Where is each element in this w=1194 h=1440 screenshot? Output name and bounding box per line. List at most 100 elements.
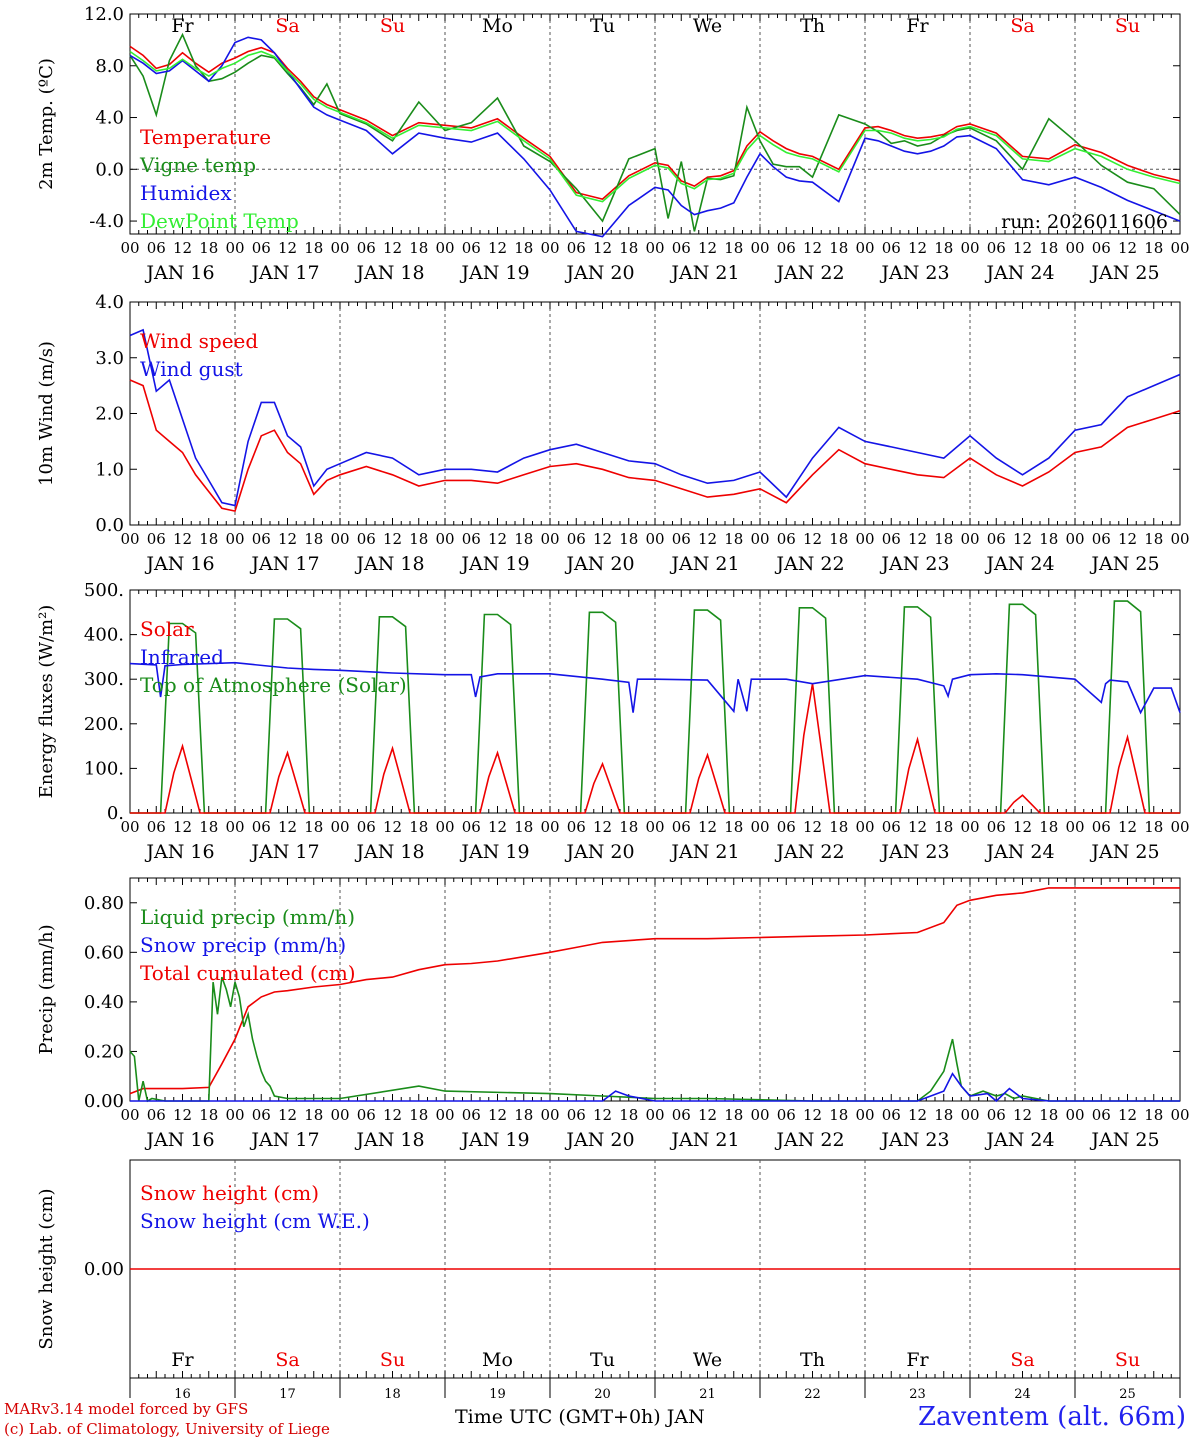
y-tick-label: 0.20 [84, 1041, 124, 1062]
hour-tick-label: 18 [514, 239, 533, 257]
hour-tick-label: 12 [383, 1106, 402, 1124]
date-label: JAN 25 [1089, 262, 1159, 284]
hour-tick-label: 06 [252, 239, 271, 257]
hour-tick-label: 12 [1118, 818, 1137, 836]
date-label: JAN 16 [144, 841, 214, 863]
date-label: JAN 20 [564, 553, 634, 575]
hour-tick-label: 18 [199, 818, 218, 836]
legend-entry: Liquid precip (mm/h) [140, 905, 355, 929]
hour-tick-label: 12 [803, 1106, 822, 1124]
hour-tick-label: 00 [855, 1106, 874, 1124]
weekday-label: Tu [590, 15, 615, 37]
hour-tick-label: 06 [987, 239, 1006, 257]
hour-tick-label: 06 [252, 818, 271, 836]
hour-tick-label: 18 [619, 1106, 638, 1124]
date-label: JAN 17 [249, 262, 319, 284]
legend-entry: Wind gust [140, 357, 243, 381]
hour-tick-label: 06 [882, 818, 901, 836]
y-axis-label: Precip (mm/h) [36, 924, 57, 1054]
y-tick-label: 0. [107, 803, 124, 824]
hour-tick-label: 00 [1065, 1106, 1084, 1124]
y-tick-label: 300. [84, 669, 124, 690]
date-label: JAN 22 [774, 1129, 844, 1151]
weekday-label: Sa [275, 15, 299, 37]
date-label: JAN 23 [879, 841, 949, 863]
date-label: JAN 19 [459, 262, 529, 284]
date-label: JAN 17 [249, 841, 319, 863]
hour-tick-label: 18 [304, 1106, 323, 1124]
y-tick-label: 8.0 [95, 56, 124, 77]
hour-tick-label: 06 [357, 530, 376, 548]
hour-tick-label: 00 [855, 530, 874, 548]
y-tick-label: 12.0 [84, 4, 124, 25]
y-tick-label: 100. [84, 758, 124, 779]
hour-tick-label: 12 [1013, 239, 1032, 257]
hour-tick-label: 06 [567, 239, 586, 257]
model-credit: MARv3.14 model forced by GFS [4, 1400, 249, 1418]
day-number-label: 22 [804, 1387, 821, 1402]
hour-tick-label: 00 [225, 239, 244, 257]
hour-tick-label: 18 [1039, 1106, 1058, 1124]
panel-temperature [129, 13, 1181, 238]
hour-tick-label: 12 [383, 239, 402, 257]
weekday-label: We [693, 15, 722, 37]
y-tick-label: 0.0 [95, 515, 124, 536]
hour-tick-label: 18 [304, 530, 323, 548]
hour-tick-label: 06 [1092, 818, 1111, 836]
hour-tick-label: 12 [803, 530, 822, 548]
hour-tick-label: 12 [173, 818, 192, 836]
hour-tick-label: 00 [645, 530, 664, 548]
series-wind-speed [129, 379, 1181, 513]
hour-tick-label: 00 [435, 239, 454, 257]
hour-tick-label: 06 [672, 818, 691, 836]
hour-tick-label: 12 [698, 818, 717, 836]
hour-tick-label: 18 [409, 818, 428, 836]
hour-tick-label: 18 [934, 818, 953, 836]
hour-tick-label: 00 [435, 1106, 454, 1124]
legend-entry: Wind speed [140, 329, 258, 353]
hour-tick-label: 18 [409, 239, 428, 257]
hour-tick-label: 12 [908, 239, 927, 257]
date-label: JAN 16 [144, 262, 214, 284]
series-infrared [129, 661, 1181, 715]
hour-tick-label: 06 [147, 1106, 166, 1124]
hour-tick-label: 06 [987, 818, 1006, 836]
hour-tick-label: 18 [829, 239, 848, 257]
panel-frame [129, 589, 1181, 814]
hour-tick-label: 18 [304, 239, 323, 257]
hour-tick-label: 06 [777, 530, 796, 548]
hour-tick-label: 18 [409, 1106, 428, 1124]
date-label: JAN 25 [1089, 1129, 1159, 1151]
hour-tick-label: 06 [567, 1106, 586, 1124]
hour-tick-label: 00 [855, 239, 874, 257]
hour-tick-label: 06 [567, 530, 586, 548]
hour-tick-label: 00 [1065, 818, 1084, 836]
date-label: JAN 20 [564, 841, 634, 863]
hour-tick-label: 00 [120, 530, 139, 548]
hour-tick-label: 06 [777, 818, 796, 836]
hour-tick-label: 00 [120, 818, 139, 836]
hour-tick-label: 12 [698, 530, 717, 548]
date-label: JAN 17 [249, 1129, 319, 1151]
hour-tick-label: 00 [225, 530, 244, 548]
date-label: JAN 17 [249, 553, 319, 575]
hour-tick-label: 18 [1039, 530, 1058, 548]
date-label: JAN 18 [354, 841, 424, 863]
hour-tick-label: 18 [724, 818, 743, 836]
date-label: JAN 21 [669, 262, 739, 284]
hour-tick-label: 18 [1144, 239, 1163, 257]
series-humidex [129, 36, 1181, 238]
y-tick-label: 500. [84, 580, 124, 601]
hour-tick-label: 00 [750, 530, 769, 548]
hour-tick-label: 18 [619, 530, 638, 548]
date-label: JAN 22 [774, 262, 844, 284]
hour-tick-label: 18 [1144, 1106, 1163, 1124]
hour-tick-label: 12 [593, 239, 612, 257]
hour-tick-label: 00 [960, 530, 979, 548]
hour-tick-label: 12 [383, 530, 402, 548]
date-label: JAN 19 [459, 1129, 529, 1151]
lab-credit: (c) Lab. of Climatology, University of L… [4, 1420, 330, 1438]
y-tick-label: 1.0 [95, 459, 124, 480]
date-label: JAN 20 [564, 262, 634, 284]
legend-entry: Snow precip (mm/h) [140, 933, 346, 957]
